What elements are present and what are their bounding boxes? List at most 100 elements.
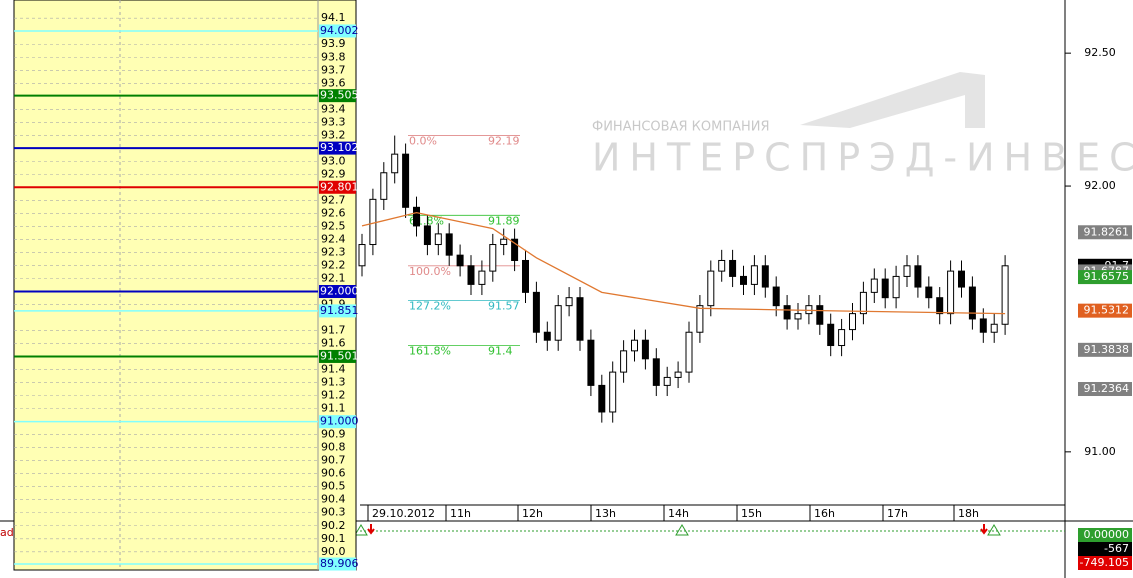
ladder-tick-label: 92.5 bbox=[321, 219, 346, 232]
ladder-level-label: 92.801 bbox=[320, 180, 359, 193]
ladder-tick-label: 93.9 bbox=[321, 37, 346, 50]
ladder-tick-label: 91.3 bbox=[321, 376, 346, 389]
ladder-tick-label: 92.4 bbox=[321, 232, 346, 245]
candle-body bbox=[772, 286, 780, 307]
price-marker bbox=[1078, 270, 1132, 285]
price-marker bbox=[1078, 382, 1132, 397]
fib-label: 0.0% bbox=[409, 135, 437, 148]
time-label: 16h bbox=[814, 507, 835, 520]
candle-body bbox=[783, 305, 791, 320]
signal-up bbox=[675, 524, 689, 536]
time-label: 14h bbox=[668, 507, 689, 520]
y-tick-label: 92.00 bbox=[1084, 179, 1116, 192]
ladder-tick-label: 93.8 bbox=[321, 50, 346, 63]
ladder-tick-label: 90.3 bbox=[321, 506, 346, 519]
price-marker-label: 91.3838 bbox=[1084, 343, 1130, 356]
candle-body bbox=[522, 259, 529, 293]
y-tick-label: 91.00 bbox=[1084, 445, 1116, 458]
candle-body bbox=[990, 323, 998, 333]
time-label: 29.10.2012 bbox=[372, 507, 435, 520]
candle-body bbox=[434, 233, 442, 246]
fib-label: 127.2% bbox=[409, 299, 451, 312]
price-ladder: 94.1 93.993.893.793.6 93.493.393.2 93.092.9… bbox=[13, 0, 359, 571]
candle-body bbox=[663, 376, 671, 386]
ladder-tick-label: 93.4 bbox=[321, 102, 346, 115]
fib-price: 91.57 bbox=[488, 299, 520, 312]
candle-body bbox=[881, 278, 889, 299]
ladder-panel bbox=[13, 0, 357, 571]
candle-body bbox=[859, 291, 867, 315]
ladder-level-label: 89.906 bbox=[320, 557, 359, 570]
indicator-marker bbox=[1078, 542, 1132, 556]
time-label: 11h bbox=[450, 507, 471, 520]
candle-body bbox=[423, 225, 431, 246]
candle-body bbox=[609, 371, 617, 413]
candle-body bbox=[1001, 265, 1009, 325]
fib-label: 161.8% bbox=[409, 345, 451, 358]
watermark-company: ФИНАНСОВАЯ КОМПАНИЯ bbox=[592, 120, 770, 135]
indicator-marker-label: -567 bbox=[1104, 542, 1129, 555]
signal-up bbox=[354, 524, 368, 536]
ladder-tick-label: 90.5 bbox=[321, 480, 346, 493]
candle-body bbox=[369, 198, 377, 246]
candle-body bbox=[358, 244, 366, 267]
ladder-level-box bbox=[319, 285, 356, 299]
candle-body bbox=[478, 270, 486, 285]
candle-body bbox=[968, 286, 976, 320]
candle-body bbox=[511, 238, 519, 261]
ladder-tick-label: 91.4 bbox=[321, 363, 346, 376]
ladder-tick-label: 92.1 bbox=[321, 271, 346, 284]
candle-body bbox=[532, 291, 540, 333]
price-marker-label: 91.2364 bbox=[1084, 382, 1130, 395]
ladder-tick-label: 92.6 bbox=[321, 206, 346, 219]
candle-body bbox=[849, 313, 856, 331]
time-label: 13h bbox=[595, 507, 616, 520]
indicator-marker bbox=[1078, 528, 1132, 542]
indicator: ad 0.00000-567-749.105 bbox=[0, 526, 1132, 570]
candle-body bbox=[587, 339, 595, 386]
price-marker bbox=[1078, 225, 1132, 240]
candle-body bbox=[838, 329, 846, 347]
ladder-tick-label: 93.6 bbox=[321, 76, 346, 89]
time-label: 12h bbox=[522, 507, 543, 520]
ladder-tick-label: 94.1 bbox=[321, 11, 346, 24]
ladder-tick-label: 93.7 bbox=[321, 63, 346, 76]
candle-body bbox=[892, 275, 900, 299]
fib-price: 92.19 bbox=[488, 135, 520, 148]
ladder-tick-label: 91.2 bbox=[321, 389, 346, 402]
candle-body bbox=[554, 305, 562, 341]
ladder-tick-label: 91.1 bbox=[321, 402, 346, 415]
price-marker-label: 91.5312 bbox=[1084, 304, 1130, 317]
ladder-tick-label: 93.3 bbox=[321, 115, 346, 128]
ladder-tick-label: 91.6 bbox=[321, 337, 346, 350]
ladder-tick-label: 90.9 bbox=[321, 428, 346, 441]
candle-body bbox=[740, 275, 747, 285]
candle-body bbox=[958, 270, 965, 288]
time-label: 15h bbox=[741, 507, 762, 520]
candle-body bbox=[641, 339, 649, 360]
price-marker-label: 91.8261 bbox=[1084, 225, 1130, 238]
ladder-tick-label: 90.4 bbox=[321, 493, 346, 506]
candle-body bbox=[456, 254, 464, 267]
candle-body bbox=[827, 323, 835, 347]
candle-body bbox=[413, 206, 420, 227]
candle-body bbox=[402, 153, 410, 208]
fib-label: 100.0% bbox=[409, 265, 451, 278]
price-marker-label: 91.6575 bbox=[1084, 270, 1130, 283]
candle-body bbox=[576, 297, 584, 341]
fib-price: 91.89 bbox=[488, 214, 520, 227]
time-label: 18h bbox=[958, 507, 979, 520]
indicator-marker-label: 0.00000 bbox=[1084, 528, 1130, 541]
candle-body bbox=[620, 350, 628, 373]
ladder-level-label: 91.000 bbox=[320, 415, 359, 428]
ladder-tick-label: 92.7 bbox=[321, 193, 346, 206]
candle-body bbox=[979, 318, 987, 333]
candle-body bbox=[729, 259, 737, 277]
signal-up bbox=[987, 524, 1001, 536]
signal-down bbox=[980, 524, 988, 535]
ladder-level-box bbox=[319, 415, 356, 429]
candle-body bbox=[816, 305, 824, 325]
fib-price: 91.4 bbox=[488, 345, 513, 358]
main-chart: 92.50 92.00 91.00 29.10.2012 11h 12h 13h 14h 15h… bbox=[358, 46, 1132, 521]
candle-body bbox=[805, 305, 813, 315]
